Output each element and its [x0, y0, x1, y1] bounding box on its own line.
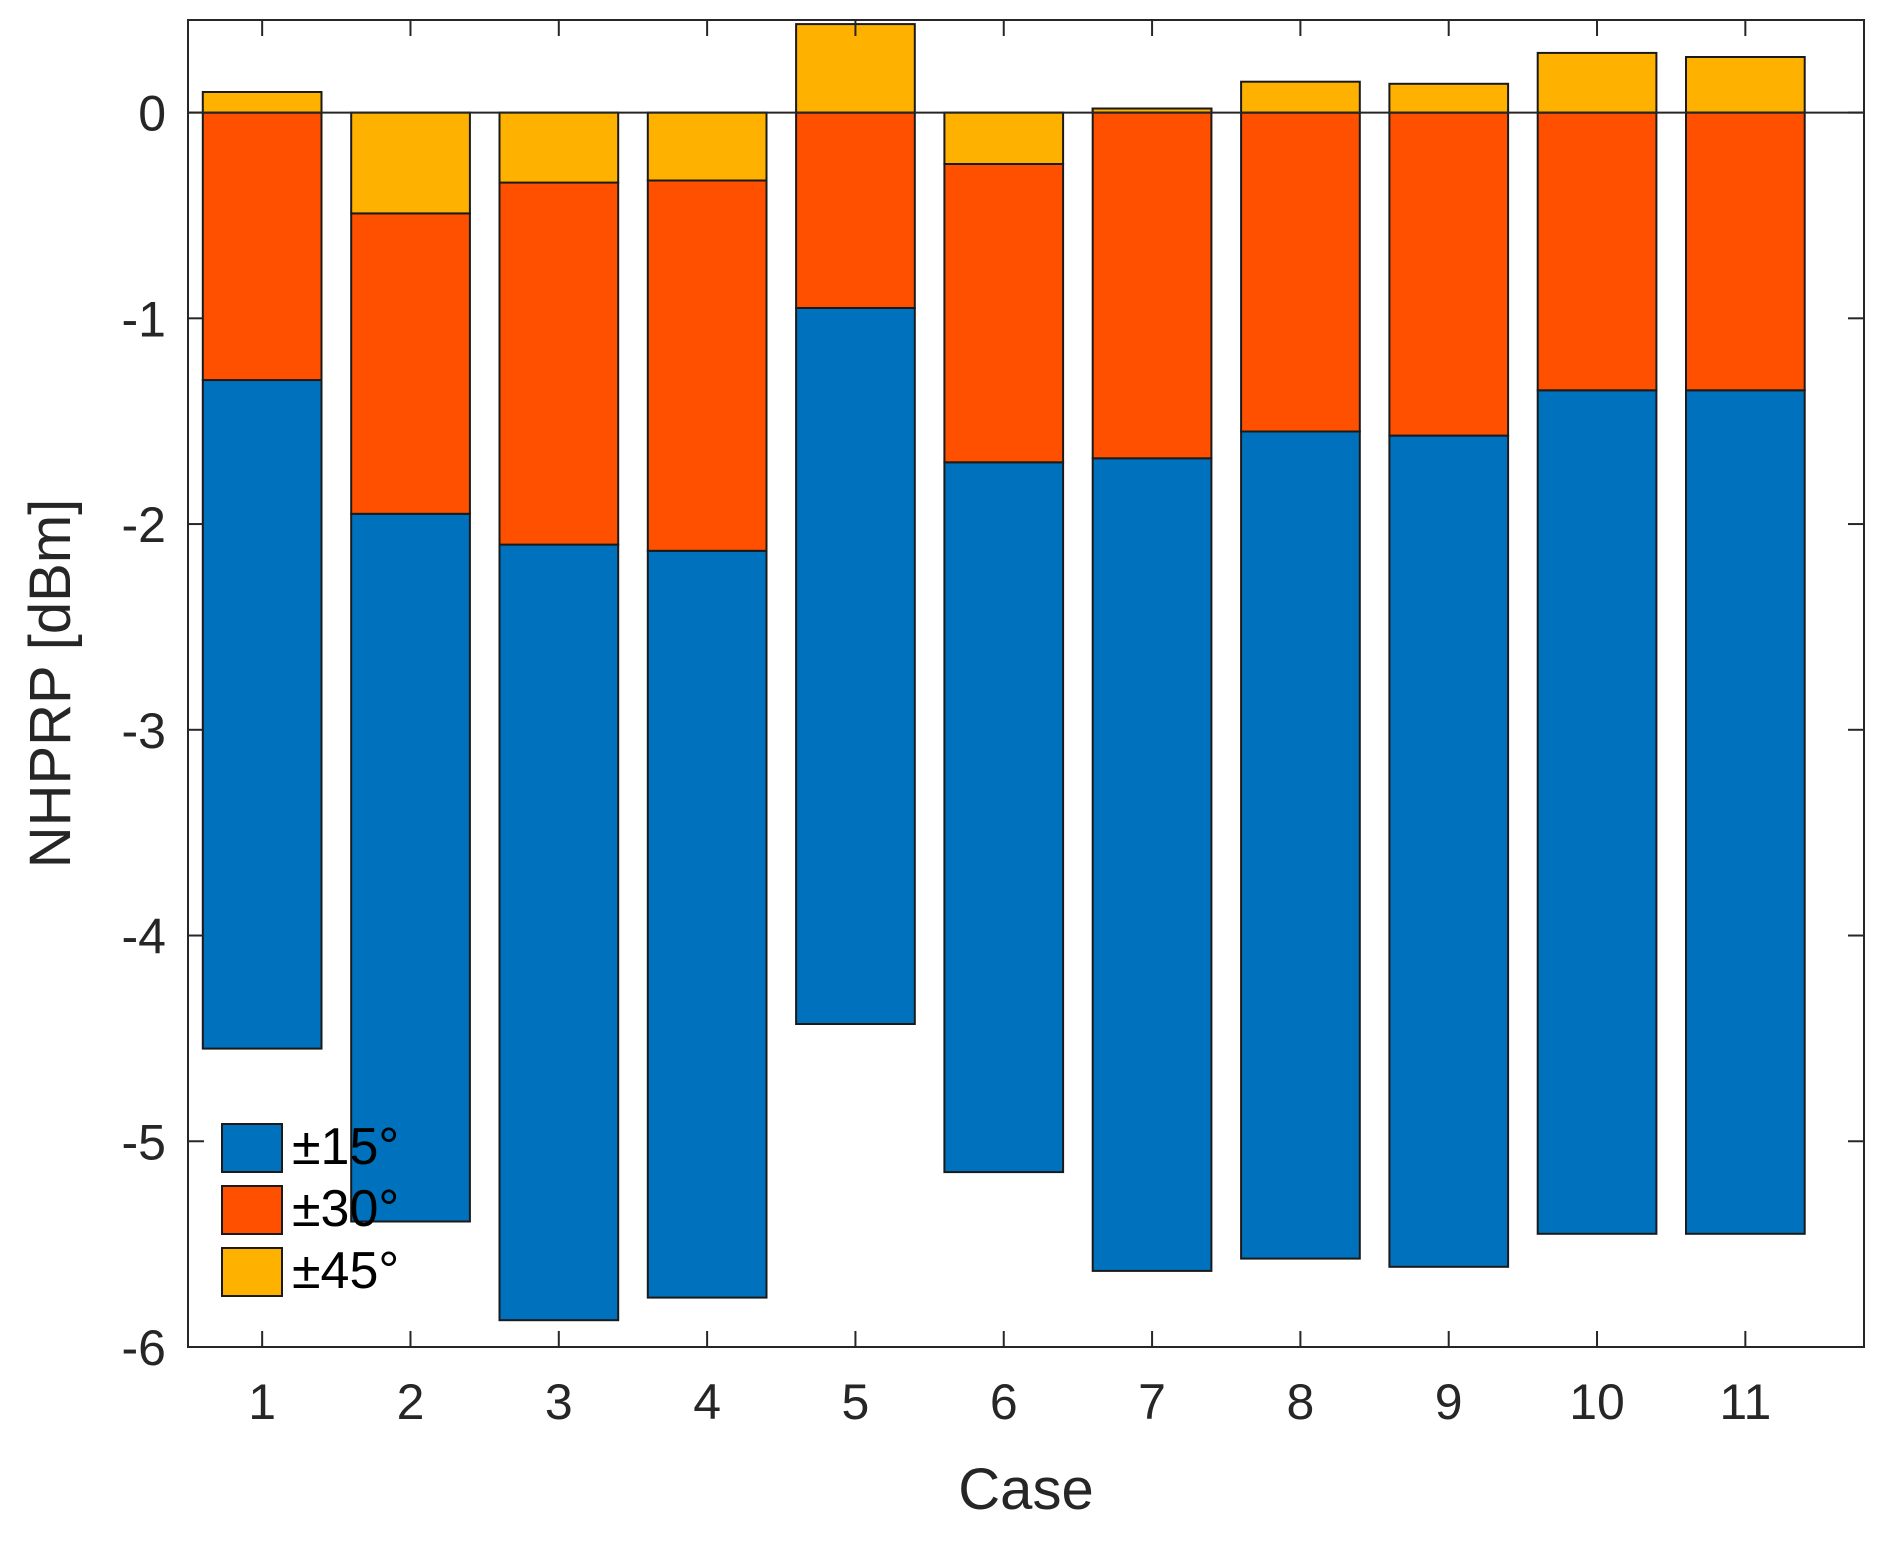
- bar-45-case-3: [498, 111, 620, 184]
- ticks-layer: 0 -1 -2 -3 -4 -5 -6 1 2 3 4 5 6 7 8 9 10 11: [122, 20, 1864, 1430]
- bar-45-case-5: [795, 23, 916, 114]
- bar-30-case-2: [350, 212, 471, 515]
- bar-45-case-1: [201, 91, 323, 114]
- bar-15-case-1: [201, 379, 323, 1050]
- bar-45-case-6: [943, 111, 1065, 165]
- x-tick-label: 10: [1569, 1374, 1625, 1430]
- bar-30-case-6: [943, 163, 1065, 464]
- bar-30-case-4: [646, 179, 768, 552]
- bar-45-case-9: [1388, 82, 1510, 114]
- legend-swatch-30: [221, 1185, 283, 1235]
- y-tick-label: -6: [122, 1320, 166, 1376]
- legend-label-30: ±30°: [292, 1180, 399, 1238]
- bar-15-case-7: [1091, 457, 1213, 1272]
- bar-30-case-8: [1240, 111, 1361, 433]
- bars-layer: [201, 23, 1806, 1322]
- x-tick-label: 8: [1286, 1374, 1314, 1430]
- bar-15-case-10: [1536, 389, 1658, 1235]
- legend-swatch-45: [221, 1247, 283, 1297]
- bar-45-case-8: [1240, 80, 1361, 114]
- x-tick-label: 7: [1138, 1374, 1166, 1430]
- legend-label-15: ±15°: [292, 1118, 399, 1176]
- bar-30-case-7: [1091, 107, 1213, 460]
- bar-15-case-11: [1685, 389, 1806, 1235]
- bar-15-case-3: [498, 543, 620, 1322]
- bar-15-case-2: [350, 512, 471, 1223]
- legend-swatch-15: [221, 1123, 283, 1173]
- bar-15-case-9: [1388, 434, 1510, 1268]
- bar-30-case-3: [498, 181, 620, 546]
- bar-30-case-1: [201, 111, 323, 382]
- bar-45-case-4: [646, 111, 768, 182]
- bar-45-case-11: [1685, 56, 1806, 114]
- y-tick-label: -3: [122, 703, 166, 759]
- bar-15-case-4: [646, 549, 768, 1299]
- x-tick-label: 6: [990, 1374, 1018, 1430]
- x-tick-label: 5: [842, 1374, 870, 1430]
- bar-45-case-10: [1536, 51, 1658, 114]
- x-tick-label: 3: [545, 1374, 573, 1430]
- y-tick-label: -2: [122, 497, 166, 553]
- x-tick-label: 9: [1435, 1374, 1463, 1430]
- y-axis-title: NHPRP [dBm]: [18, 499, 83, 869]
- x-tick-label: 2: [397, 1374, 425, 1430]
- legend-label-45: ±45°: [292, 1242, 399, 1300]
- bar-15-case-5: [795, 307, 916, 1025]
- legend: ±15°±30°±45°: [221, 1118, 399, 1300]
- x-tick-label: 4: [693, 1374, 721, 1430]
- bar-15-case-8: [1240, 430, 1361, 1260]
- x-axis-title: Case: [958, 1457, 1093, 1522]
- bar-30-case-11: [1685, 111, 1806, 392]
- bar-15-case-6: [943, 461, 1065, 1174]
- y-tick-label: -4: [122, 909, 166, 965]
- x-tick-label: 11: [1719, 1374, 1771, 1430]
- y-tick-label: 0: [138, 86, 166, 142]
- bar-45-case-2: [350, 111, 471, 215]
- bar-30-case-5: [795, 111, 916, 309]
- bar-30-case-9: [1388, 111, 1510, 437]
- x-tick-label: 1: [248, 1374, 276, 1430]
- plot-frame: [187, 19, 1865, 1348]
- y-tick-label: -5: [122, 1114, 166, 1170]
- y-tick-label: -1: [122, 291, 166, 347]
- bar-30-case-10: [1536, 111, 1658, 392]
